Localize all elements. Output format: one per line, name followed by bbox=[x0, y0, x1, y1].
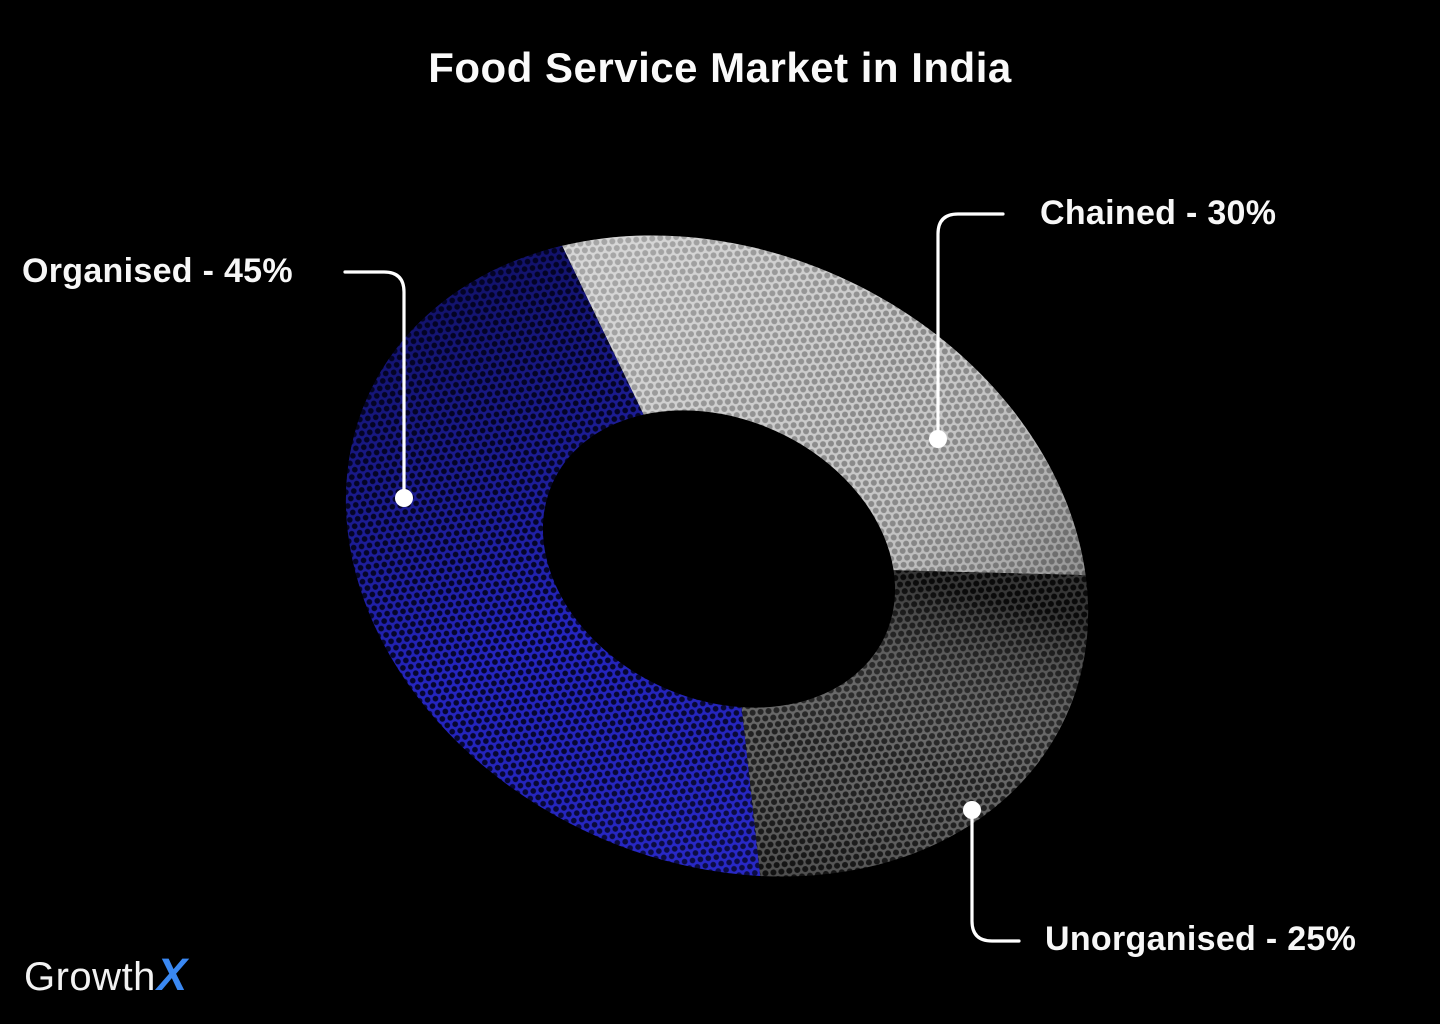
unorganised-leader-line bbox=[970, 816, 1021, 943]
page-title: Food Service Market in India bbox=[428, 44, 1012, 91]
unorganised-callout-line bbox=[963, 801, 1021, 943]
chained-marker-dot bbox=[929, 430, 947, 448]
organised-label: Organised - 45% bbox=[22, 252, 293, 290]
logo-text-x: X bbox=[156, 949, 187, 1000]
chained-callout-line bbox=[929, 212, 1005, 448]
chained-leader-line bbox=[936, 212, 1005, 433]
organised-leader-line bbox=[343, 270, 406, 492]
logo-text-growth: Growth bbox=[24, 955, 156, 999]
chained-label: Chained - 30% bbox=[1040, 194, 1277, 232]
donut-segment-organised-shading bbox=[345, 245, 761, 876]
unorganised-label: Unorganised - 25% bbox=[1045, 920, 1357, 958]
donut-segment-chained-shading bbox=[562, 235, 1086, 576]
unorganised-marker-dot bbox=[963, 801, 981, 819]
donut-segment-unorganised-shading bbox=[741, 570, 1089, 877]
growthx-logo: GrowthX bbox=[24, 951, 187, 1001]
organised-callout-line bbox=[343, 270, 413, 507]
donut-segments bbox=[345, 235, 1089, 877]
organised-marker-dot bbox=[395, 489, 413, 507]
